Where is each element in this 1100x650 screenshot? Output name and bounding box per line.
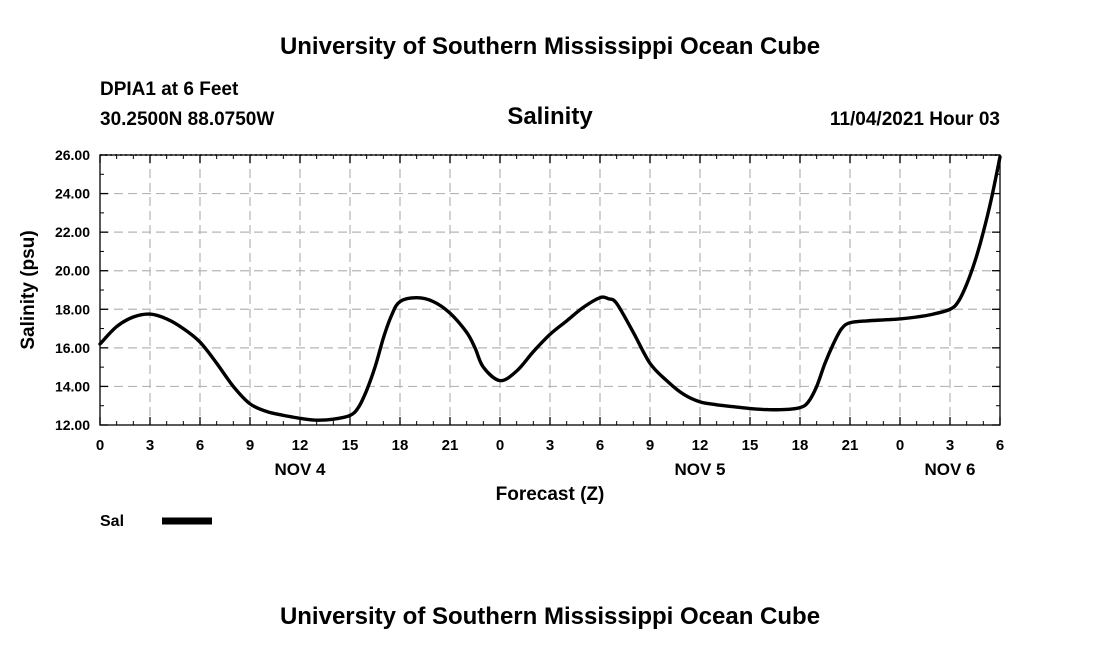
y-tick-label: 16.00 [55, 340, 90, 356]
y-tick-label: 14.00 [55, 378, 90, 394]
x-tick-label: 15 [342, 437, 359, 454]
x-tick-label: 3 [146, 437, 154, 454]
y-tick-label: 24.00 [55, 186, 90, 202]
x-tick-label: 6 [996, 437, 1004, 454]
grid-lines [100, 155, 1000, 425]
day-label: NOV 4 [274, 460, 326, 479]
forecast-timestamp: 11/04/2021 Hour 03 [830, 109, 1000, 130]
x-tick-label: 18 [392, 437, 409, 454]
x-axis-label: Forecast (Z) [496, 484, 605, 505]
x-tick-label: 9 [646, 437, 654, 454]
chart-title: Salinity [507, 103, 593, 130]
axes: 0 3 6 9 12 15 18 21 0 3 6 9 12 15 18 21 0 3 6 12.00 14.00 16.… [55, 147, 1004, 479]
legend-label: Sal [100, 513, 124, 530]
y-tick-label: 22.00 [55, 224, 90, 240]
y-axis-label: Salinity (psu) [18, 230, 39, 349]
page-title: University of Southern Mississippi Ocean… [280, 33, 820, 60]
x-tick-label: 6 [196, 437, 204, 454]
footer-title: University of Southern Mississippi Ocean… [280, 603, 820, 630]
x-tick-label: 18 [792, 437, 809, 454]
station-coordinates: 30.2500N 88.0750W [100, 109, 274, 130]
x-tick-label: 12 [292, 437, 309, 454]
x-tick-label: 3 [946, 437, 954, 454]
y-tick-label: 26.00 [55, 147, 90, 163]
x-tick-label: 12 [692, 437, 709, 454]
station-label: DPIA1 at 6 Feet [100, 79, 239, 100]
x-tick-label: 21 [842, 437, 859, 454]
y-tick-label: 12.00 [55, 417, 90, 433]
x-tick-label: 3 [546, 437, 554, 454]
x-tick-label: 0 [96, 437, 104, 454]
x-tick-label: 0 [896, 437, 904, 454]
day-label: NOV 6 [924, 460, 975, 479]
series-line-sal [98, 155, 1002, 422]
y-tick-label: 20.00 [55, 263, 90, 279]
x-tick-label: 15 [742, 437, 759, 454]
x-tick-label: 21 [442, 437, 459, 454]
x-tick-label: 6 [596, 437, 604, 454]
day-label: NOV 5 [674, 460, 725, 479]
y-tick-label: 18.00 [55, 301, 90, 317]
x-tick-label: 9 [246, 437, 254, 454]
x-tick-label: 0 [496, 437, 504, 454]
